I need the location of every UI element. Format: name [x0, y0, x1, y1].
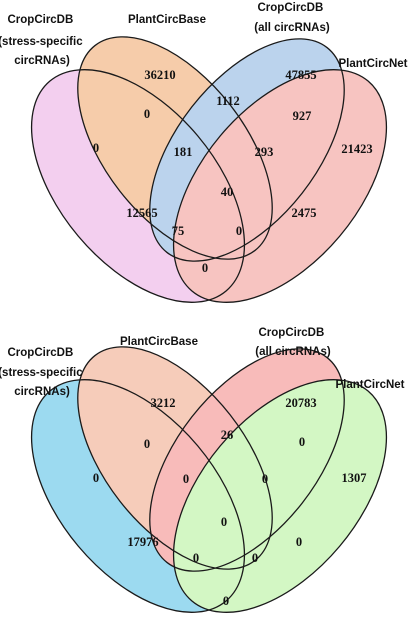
panel-2-outlines: [30, 346, 388, 613]
panel-1-outlines: [30, 36, 388, 303]
region-count: 17976: [127, 535, 158, 549]
region-count: 0: [299, 435, 305, 449]
panel-1-fills: [31, 36, 387, 303]
region-count: 0: [252, 551, 258, 565]
region-count: 0: [236, 224, 242, 238]
set-c-label: CropCircDB (all circRNAs): [255, 327, 331, 358]
region-count: 0: [296, 535, 302, 549]
region-count: 0: [223, 594, 229, 608]
set-d-label: PlantCircNet: [338, 58, 407, 70]
venn-panel-2: CropCircDB (stress-specific circRNAs) Pl…: [0, 327, 405, 613]
set-a-label: CropCircDB (stress-specific circRNAs): [0, 347, 86, 398]
region-count: 0: [193, 551, 199, 565]
set-d-ellipse: [173, 69, 387, 303]
region-count: 0: [183, 472, 189, 486]
region-count: 0: [93, 141, 99, 155]
region-count: 12565: [126, 206, 157, 220]
region-count: 927: [293, 109, 312, 123]
region-count: 293: [255, 145, 274, 159]
region-count: 36210: [144, 68, 175, 82]
region-count: 3212: [151, 396, 176, 410]
set-d-ellipse: [173, 379, 387, 613]
region-count: 1307: [342, 471, 367, 485]
venn-panel-1: CropCircDB (stress-specific circRNAs) Pl…: [0, 2, 408, 303]
region-count: 20783: [285, 396, 316, 410]
region-count: 0: [93, 471, 99, 485]
region-count: 0: [202, 261, 208, 275]
set-b-label: PlantCircBase: [128, 14, 206, 26]
region-count: 0: [221, 515, 227, 529]
region-count: 21423: [341, 142, 372, 156]
region-count: 1112: [216, 94, 240, 108]
set-c-label: CropCircDB (all circRNAs): [254, 2, 330, 34]
set-d-label: PlantCircNet: [335, 379, 404, 391]
region-count: 0: [144, 437, 150, 451]
region-count: 181: [174, 145, 193, 159]
region-count: 2475: [292, 206, 317, 220]
set-b-label: PlantCircBase: [120, 336, 198, 348]
region-count: 40: [221, 185, 234, 199]
region-count: 0: [262, 472, 268, 486]
set-a-label: CropCircDB (stress-specific circRNAs): [0, 14, 86, 67]
region-count: 26: [221, 428, 234, 442]
region-count: 75: [172, 224, 185, 238]
region-count: 47855: [285, 68, 316, 82]
region-count: 0: [144, 107, 150, 121]
